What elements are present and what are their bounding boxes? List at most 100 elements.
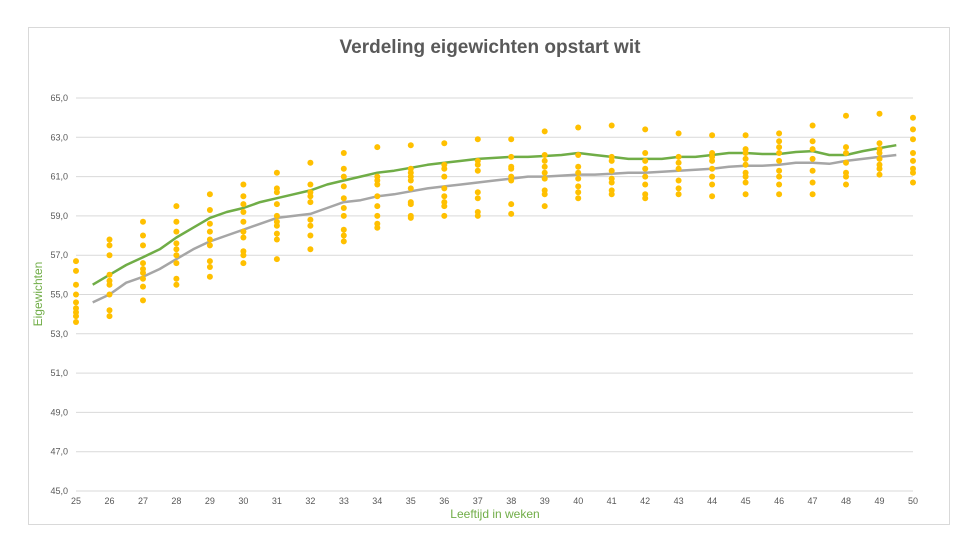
data-point: [843, 144, 849, 151]
data-point: [541, 128, 548, 135]
data-point: [608, 187, 615, 194]
data-point: [374, 220, 381, 227]
x-tick-label: 43: [674, 496, 684, 506]
data-point: [608, 175, 615, 182]
data-point: [340, 165, 347, 172]
data-point: [575, 152, 582, 158]
data-point: [910, 179, 916, 186]
data-point: [876, 161, 883, 168]
data-point: [441, 185, 448, 192]
data-point: [608, 167, 615, 174]
x-tick-label: 31: [272, 496, 282, 506]
data-point: [240, 218, 247, 225]
data-point: [776, 150, 783, 156]
data-point: [73, 258, 79, 265]
scatter-points: [73, 110, 916, 325]
data-point: [575, 175, 582, 182]
y-tick-label: 51,0: [50, 368, 68, 378]
data-point: [642, 165, 649, 172]
data-point: [374, 144, 381, 151]
data-point: [273, 185, 280, 192]
x-tick-label: 48: [841, 496, 851, 506]
data-point: [876, 146, 883, 153]
data-point: [910, 114, 916, 121]
data-point: [776, 191, 783, 198]
data-point: [307, 199, 314, 206]
data-point: [240, 248, 247, 255]
data-point: [407, 212, 414, 219]
data-point: [575, 163, 582, 170]
y-tick-label: 47,0: [50, 447, 68, 457]
data-point: [474, 189, 481, 196]
data-point: [240, 181, 247, 188]
x-tick-label: 28: [171, 496, 181, 506]
data-point: [106, 252, 113, 259]
data-point: [140, 283, 146, 290]
data-point: [742, 132, 749, 139]
x-tick-label: 40: [573, 496, 583, 506]
data-point: [508, 153, 515, 160]
data-point: [140, 275, 146, 282]
y-tick-label: 61,0: [50, 172, 68, 182]
data-point: [776, 138, 783, 145]
data-point: [910, 150, 916, 156]
data-point: [776, 167, 783, 174]
data-point: [273, 169, 280, 176]
data-point: [910, 157, 916, 164]
data-point: [508, 201, 515, 208]
x-tick-label: 45: [741, 496, 751, 506]
data-point: [776, 130, 783, 137]
data-point: [340, 226, 347, 233]
data-point: [675, 159, 682, 166]
data-point: [273, 218, 280, 225]
data-point: [474, 167, 481, 174]
data-point: [441, 199, 448, 206]
data-point: [809, 138, 816, 145]
data-point: [575, 124, 582, 131]
x-tick-label: 36: [439, 496, 449, 506]
data-point: [340, 173, 347, 180]
data-point: [273, 230, 280, 237]
data-point: [374, 173, 381, 180]
data-point: [474, 209, 481, 215]
data-point: [140, 266, 146, 272]
data-point: [474, 157, 481, 164]
data-point: [340, 150, 347, 156]
data-point: [809, 122, 816, 129]
x-tick-label: 33: [339, 496, 349, 506]
data-point: [106, 242, 113, 249]
data-point: [876, 110, 883, 117]
data-point: [173, 252, 180, 259]
data-point: [910, 136, 916, 143]
data-point: [307, 216, 314, 223]
data-point: [206, 258, 213, 265]
data-point: [541, 203, 548, 210]
data-point: [240, 209, 247, 215]
data-point: [206, 242, 213, 249]
x-tick-label: 27: [138, 496, 148, 506]
data-point: [173, 218, 180, 225]
data-point: [876, 155, 883, 162]
data-point: [307, 189, 314, 196]
data-point: [910, 165, 916, 172]
data-point: [541, 169, 548, 176]
data-point: [474, 136, 481, 143]
data-point: [575, 195, 582, 202]
y-tick-label: 65,0: [50, 93, 68, 103]
data-point: [173, 240, 180, 247]
data-point: [642, 191, 649, 198]
y-tick-label: 45,0: [50, 486, 68, 496]
data-point: [642, 181, 649, 188]
data-point: [809, 191, 816, 198]
data-point: [206, 273, 213, 280]
data-point: [742, 161, 749, 168]
data-point: [642, 150, 649, 156]
data-point: [441, 212, 448, 219]
data-point: [307, 181, 314, 188]
x-tick-label: 49: [875, 496, 885, 506]
x-tick-label: 46: [774, 496, 784, 506]
data-point: [206, 236, 213, 243]
x-axis-label: Leeftijd in weken: [450, 507, 539, 521]
data-point: [709, 132, 716, 139]
data-point: [307, 159, 314, 166]
